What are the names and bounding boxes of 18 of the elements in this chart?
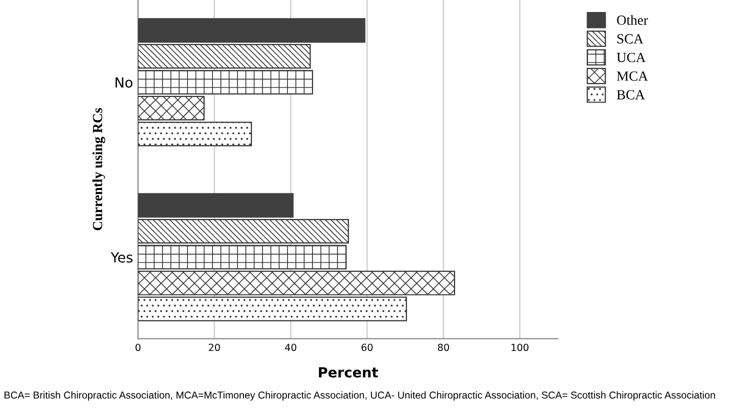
y-tick-label: No	[116, 77, 132, 88]
x-tick-label: 20	[208, 344, 220, 352]
bar	[138, 18, 366, 43]
x-tick-label: 40	[285, 344, 296, 352]
y-axis-title: Currently using RCs	[92, 108, 106, 230]
x-axis-title: Percent	[318, 367, 378, 378]
text: BCA= British Chiropractic Association, MCA=McTimoney Chiropractic Association, UCA- United Chiropractic Association, SCA= Scottish Chiropractic Association	[4, 391, 715, 401]
y-tick-label: Yes	[110, 252, 132, 263]
legend-label: Other	[617, 15, 648, 25]
x-tick-label: 0	[136, 344, 140, 352]
legend-label: BCA	[616, 90, 645, 100]
x-tick-label: 80	[438, 344, 449, 352]
x-tick-label: 60	[362, 344, 373, 352]
legend-label: SCA	[617, 34, 644, 44]
bar	[138, 193, 294, 218]
legend-label: UCA	[616, 52, 646, 62]
x-tick-label: 100	[512, 344, 528, 352]
legend-label: MCA	[616, 71, 648, 81]
